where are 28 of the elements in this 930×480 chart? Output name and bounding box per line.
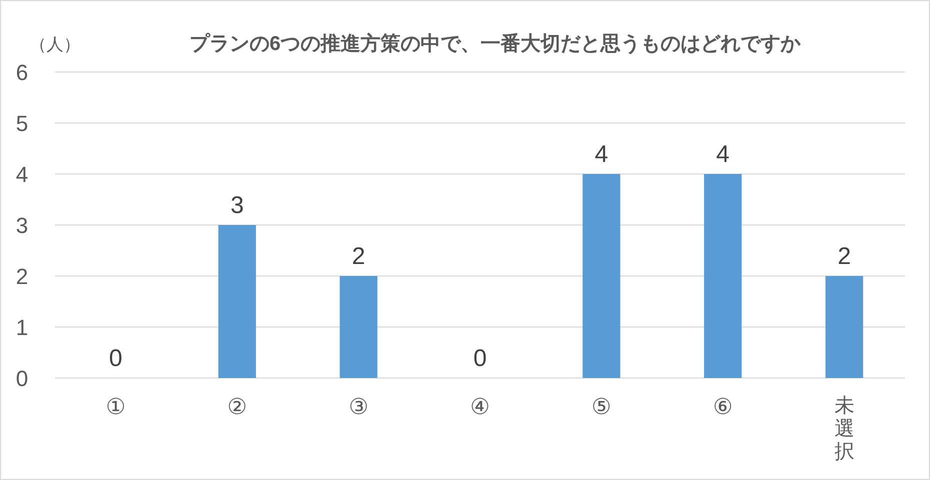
y-tick-label: 4 xyxy=(16,162,28,187)
data-label: 0 xyxy=(109,345,122,372)
data-label: 4 xyxy=(594,141,608,168)
data-label: 3 xyxy=(230,192,244,219)
x-tick-label: ② xyxy=(227,394,248,419)
bar xyxy=(825,276,864,378)
x-tick-label: ④ xyxy=(470,394,490,419)
x-tick-label: 未選択 xyxy=(834,395,854,463)
x-tick-label: ⑤ xyxy=(592,394,612,419)
y-tick-label: 0 xyxy=(16,366,28,391)
y-tick-label: 5 xyxy=(16,111,28,136)
bar xyxy=(218,225,256,378)
bar xyxy=(582,174,620,378)
y-axis-title: （人） xyxy=(30,35,80,54)
y-tick-label: 2 xyxy=(16,264,28,289)
x-tick-label: ③ xyxy=(348,394,368,419)
y-tick-label: 1 xyxy=(16,315,28,340)
y-tick-label: 3 xyxy=(16,213,28,238)
y-tick-label: 6 xyxy=(16,60,28,85)
x-tick-label: ⑥ xyxy=(712,394,733,419)
bar xyxy=(704,174,742,378)
data-label: 2 xyxy=(352,243,366,270)
data-label: 0 xyxy=(473,345,487,372)
x-tick-label: ① xyxy=(106,394,126,419)
data-label: 2 xyxy=(838,243,851,270)
chart-title: プランの6つの推進方策の中で、一番大切だと思うものはどれですか xyxy=(189,32,802,55)
data-label: 4 xyxy=(716,141,730,168)
bar xyxy=(340,276,378,378)
